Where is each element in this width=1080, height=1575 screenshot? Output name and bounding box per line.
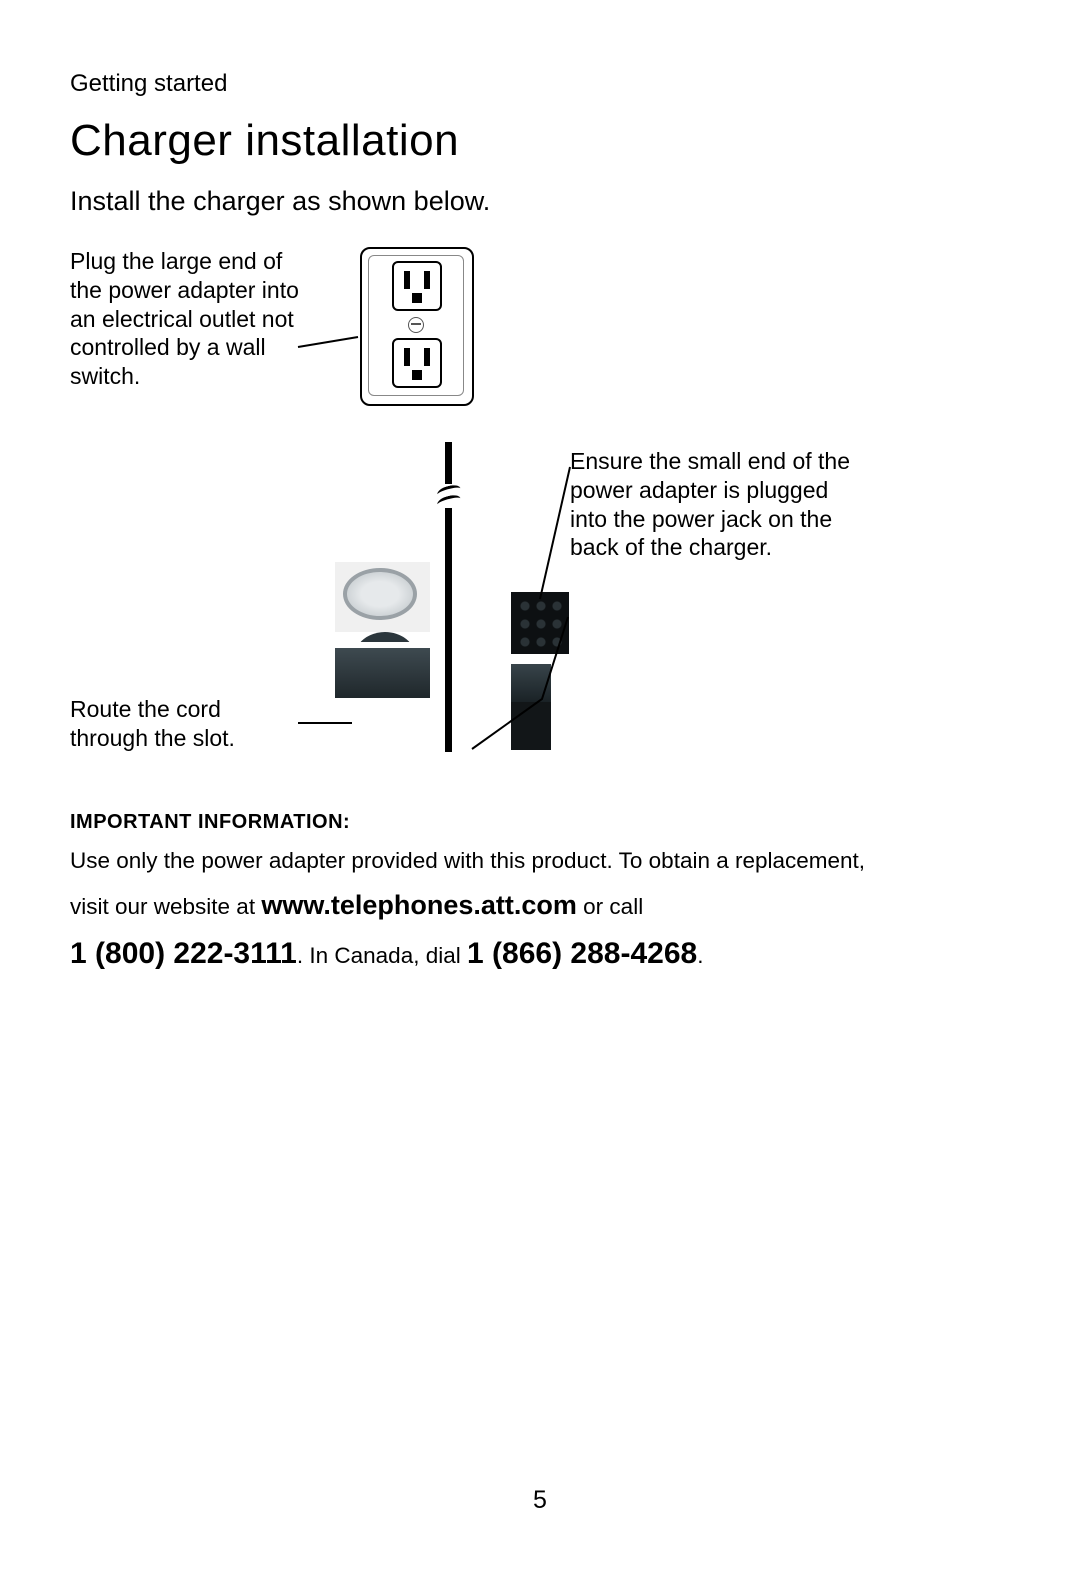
visit-text: visit our website at: [70, 894, 255, 919]
callout-power-jack: Ensure the small end of the power adapte…: [570, 447, 860, 562]
canada-text: . In Canada, dial: [297, 943, 461, 968]
important-line-2: visit our website at www.telephones.att.…: [70, 885, 1010, 927]
phone-canada: 1 (866) 288-4268: [467, 937, 697, 970]
charger-illustration: [325, 442, 570, 752]
important-information: IMPORTANT INFORMATION: Use only the powe…: [70, 807, 1010, 977]
final-period: .: [697, 943, 703, 968]
callout-outlet: Plug the large end of the power adapter …: [70, 247, 305, 391]
phone-us: 1 (800) 222-3111: [70, 937, 297, 970]
intro-text: Install the charger as shown below.: [70, 186, 1010, 217]
manual-page: Getting started Charger installation Ins…: [0, 0, 1080, 1575]
important-heading: IMPORTANT INFORMATION:: [70, 807, 1010, 838]
important-line-3: 1 (800) 222-3111. In Canada, dial 1 (866…: [70, 931, 1010, 978]
or-call-text: or call: [583, 894, 643, 919]
page-number: 5: [0, 1486, 1080, 1515]
section-label: Getting started: [70, 70, 1010, 98]
website-url: www.telephones.att.com: [261, 890, 577, 920]
wall-outlet-illustration: [360, 247, 470, 402]
installation-diagram: Plug the large end of the power adapter …: [70, 247, 1010, 777]
page-title: Charger installation: [70, 116, 1010, 166]
callout-cord-slot: Route the cord through the slot.: [70, 695, 305, 753]
important-line-1: Use only the power adapter provided with…: [70, 844, 1010, 879]
